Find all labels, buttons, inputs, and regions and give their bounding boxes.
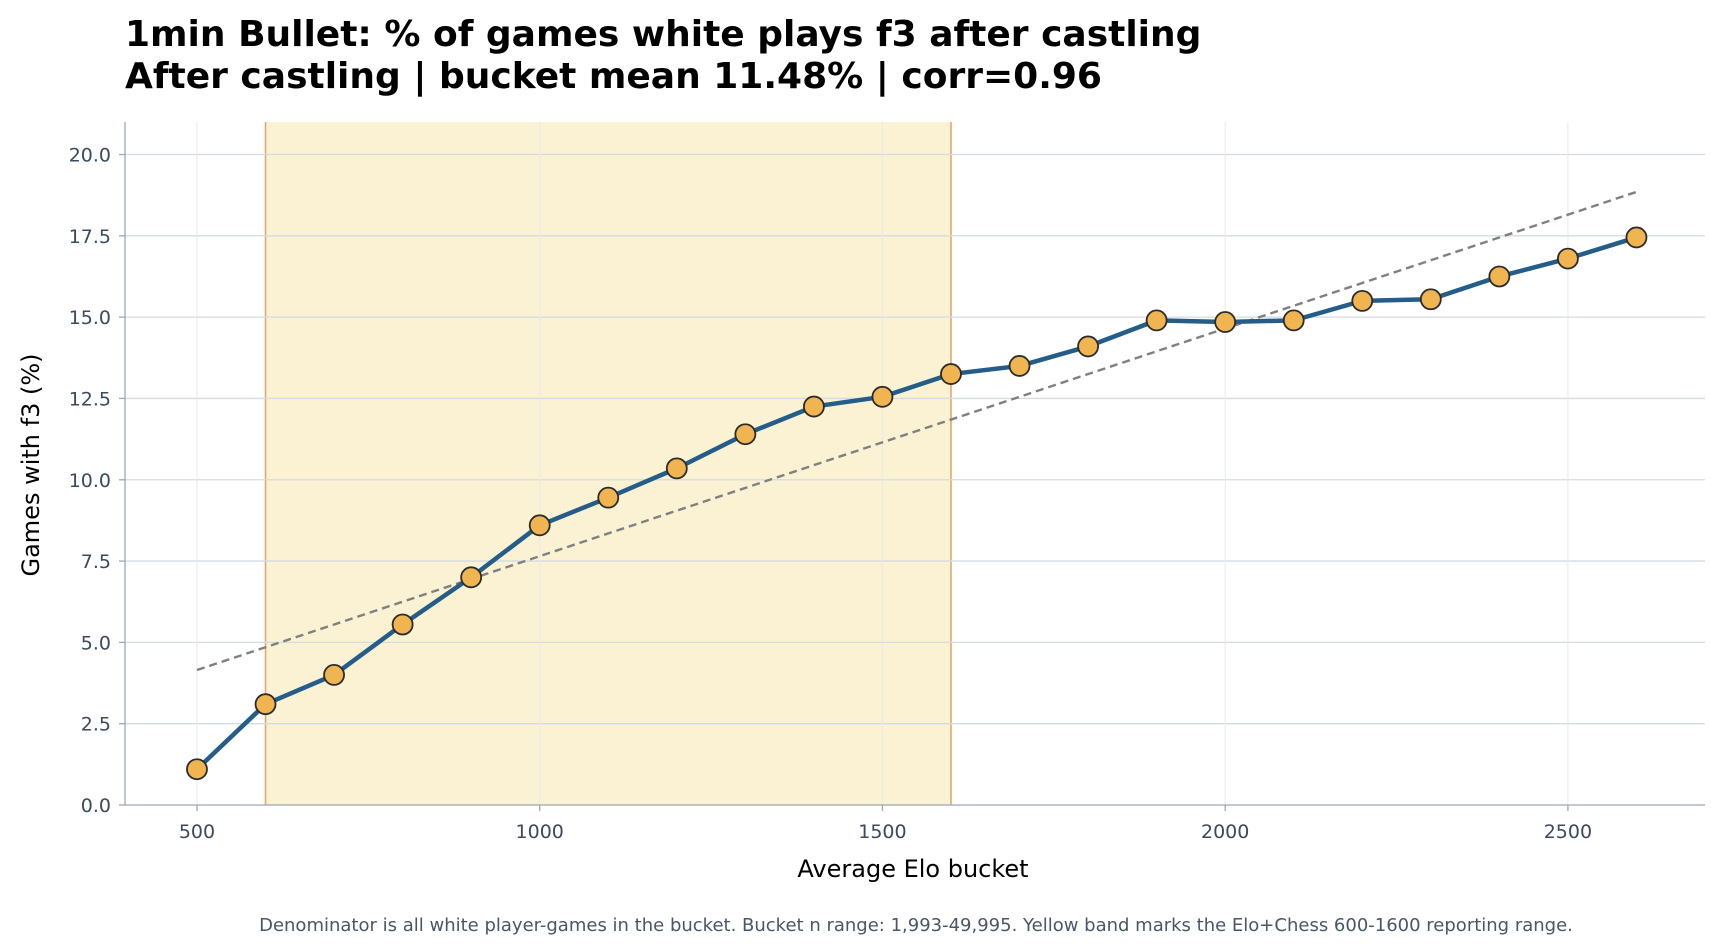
data-point-900	[460, 566, 483, 589]
data-point-1900	[1145, 309, 1168, 332]
y-tick-label-4: 10.0	[69, 470, 111, 492]
y-tick-label-3: 7.5	[81, 551, 111, 573]
data-point-1300	[734, 423, 757, 446]
chart-title-line-1: 1min Bullet: % of games white plays f3 a…	[125, 14, 1201, 55]
y-tick-label-6: 15.0	[69, 307, 111, 329]
series-line-0	[194, 235, 1639, 772]
trend-line-dashed	[196, 190, 1637, 672]
x-tick-label-1: 1000	[516, 821, 564, 843]
trend-line	[196, 190, 1637, 672]
x-tick-label-4: 2500	[1544, 821, 1592, 843]
data-point-1800	[1077, 335, 1099, 358]
data-point-600	[254, 693, 277, 716]
data-point-2400	[1488, 265, 1511, 288]
x-axis-label: Average Elo bucket	[797, 855, 1028, 883]
y-tick-label-2: 5.0	[81, 632, 111, 654]
data-point-1100	[597, 486, 620, 509]
tick-labels: 0.0 2.5 5.0 7.5 10.0 12.5 15.0 17.5 20.0 500 1000 1…	[69, 145, 1592, 843]
data-point-1200	[665, 457, 688, 480]
x-tick-label-0: 500	[179, 821, 215, 843]
chart-title-line-2: After castling | bucket mean 11.48% | co…	[125, 56, 1102, 97]
data-point-2000	[1214, 311, 1237, 333]
y-axis-label: Games with f3 (%)	[17, 353, 45, 576]
data-point-2200	[1351, 289, 1374, 312]
chart-footnote: Denominator is all white player-games in…	[259, 915, 1573, 936]
data-series	[186, 226, 1648, 781]
y-tick-label-7: 17.5	[69, 226, 111, 248]
data-point-800	[391, 613, 414, 636]
data-point-1000	[528, 514, 551, 537]
data-point-1600	[940, 363, 962, 385]
band-fill	[265, 122, 951, 805]
y-tick-label-1: 2.5	[81, 714, 111, 736]
data-point-700	[323, 664, 345, 686]
data-point-1400	[802, 395, 825, 418]
y-tick-label-0: 0.0	[81, 795, 111, 817]
x-tick-label-2: 1500	[858, 821, 906, 843]
data-point-500	[186, 758, 208, 781]
grid	[125, 122, 1705, 805]
data-point-1500	[871, 385, 894, 408]
y-tick-label-8: 20.0	[69, 145, 111, 167]
data-point-2100	[1282, 309, 1305, 332]
data-point-1700	[1008, 355, 1031, 377]
reporting-range-band	[264, 122, 952, 805]
data-point-2500	[1557, 247, 1579, 270]
x-tick-label-3: 2000	[1201, 821, 1249, 843]
data-point-2300	[1419, 288, 1442, 311]
y-tick-label-5: 12.5	[69, 388, 111, 410]
data-point-2600	[1625, 226, 1648, 249]
